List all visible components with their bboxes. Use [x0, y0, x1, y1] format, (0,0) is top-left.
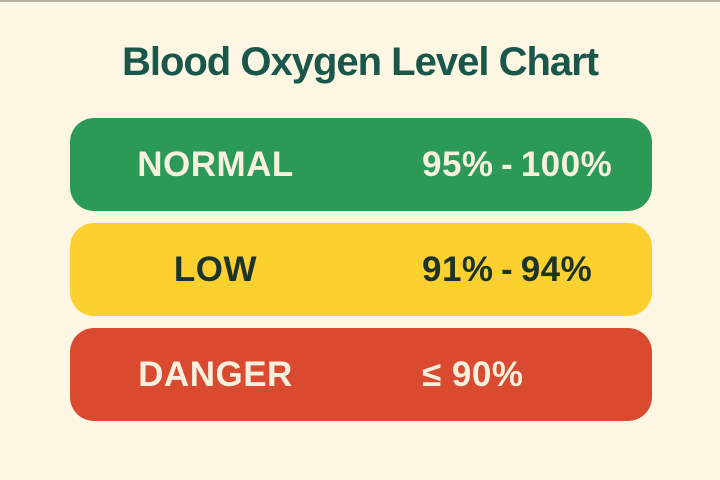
band-normal-label: NORMAL [137, 144, 294, 184]
band-danger: DANGER ≤ 90% [70, 328, 652, 421]
band-danger-range: ≤ 90% [422, 354, 524, 394]
band-low-range: 91% - 94% [422, 249, 593, 289]
band-low: LOW 91% - 94% [70, 223, 652, 316]
image-top-edge [0, 0, 720, 2]
oxygen-level-bands: NORMAL 95% - 100% LOW 91% - 94% DANGER ≤… [70, 118, 652, 421]
band-normal: NORMAL 95% - 100% [70, 118, 652, 211]
band-low-label: LOW [173, 249, 258, 289]
band-danger-label: DANGER [138, 354, 293, 394]
band-normal-range: 95% - 100% [422, 144, 613, 184]
page-title: Blood Oxygen Level Chart [121, 40, 599, 84]
